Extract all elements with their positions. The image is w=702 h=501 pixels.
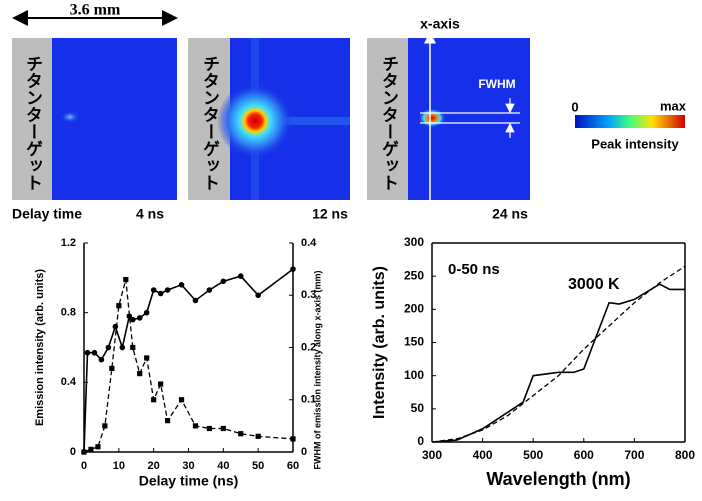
y-tick-label: 0 <box>70 446 76 458</box>
x-tick-label: 600 <box>574 448 594 462</box>
point <box>221 279 227 285</box>
point <box>109 366 114 371</box>
x-axis-title: Delay time (ns) <box>139 473 239 489</box>
point <box>165 418 170 423</box>
point <box>99 357 105 363</box>
x-tick-label: 300 <box>422 448 442 462</box>
fwhm-label: FWHM <box>478 77 515 91</box>
point <box>123 277 128 282</box>
target-label: チタンターゲット <box>22 55 43 191</box>
emission-spot <box>60 111 80 123</box>
series-line <box>432 266 685 442</box>
point <box>130 317 136 323</box>
y-axis-title: Emission intensity (arb. units) <box>34 269 46 426</box>
point <box>130 345 135 350</box>
x-tick-label: 400 <box>473 448 493 462</box>
y-axis-title: Intensity (arb. units) <box>371 266 388 419</box>
x-axis-label: x-axis <box>420 16 460 32</box>
point <box>221 426 226 431</box>
point <box>137 315 143 321</box>
x-tick-label: 10 <box>113 460 125 472</box>
y-tick-label: 50 <box>411 401 425 415</box>
delay-value: 24 ns <box>492 206 528 222</box>
colorbar <box>575 115 685 128</box>
x-tick-label: 40 <box>217 460 229 472</box>
x-tick-label: 800 <box>675 448 695 462</box>
delay-value: 12 ns <box>312 206 348 222</box>
y-tick-label: 0 <box>417 434 424 448</box>
target-label: チタンターゲット <box>378 55 399 191</box>
point <box>290 266 296 272</box>
point <box>106 345 112 351</box>
x-tick-label: 0 <box>81 460 87 472</box>
point <box>238 431 243 436</box>
point <box>193 298 199 304</box>
y-tick-label: 100 <box>404 368 424 382</box>
target-label: チタンターゲット <box>199 55 220 191</box>
series-line <box>84 269 293 452</box>
y-tick-label: 200 <box>404 302 424 316</box>
point <box>144 355 149 360</box>
point <box>85 350 91 356</box>
point <box>207 287 213 293</box>
point <box>255 292 261 298</box>
series-line <box>84 280 293 452</box>
point <box>88 447 93 452</box>
colorbar-min: 0 <box>571 99 578 114</box>
x-axis-title: Wavelength (nm) <box>486 469 630 489</box>
colorbar-max: max <box>660 98 687 113</box>
scale-label: 3.6 mm <box>70 2 121 19</box>
point <box>151 397 156 402</box>
y-tick-label: 250 <box>404 268 424 282</box>
point <box>179 282 185 288</box>
point <box>165 287 171 293</box>
point <box>137 371 142 376</box>
point <box>81 449 86 454</box>
y-tick-label: 300 <box>404 235 424 249</box>
y-tick-label: 0.8 <box>61 307 76 319</box>
emission-spot <box>217 83 293 159</box>
x-tick-label: 60 <box>287 460 299 472</box>
y-tick-label: 150 <box>404 335 424 349</box>
y2-tick-label: 0.4 <box>301 237 317 249</box>
point <box>151 287 157 293</box>
point <box>116 303 121 308</box>
x-tick-label: 50 <box>252 460 264 472</box>
delay-value: 4 ns <box>136 206 164 222</box>
point <box>102 423 107 428</box>
emission-spot <box>418 108 446 128</box>
y-tick-label: 0.4 <box>61 376 77 388</box>
y2-axis-title: FWHM of emission intensity along x-axis … <box>312 270 322 469</box>
point <box>144 310 150 316</box>
colorbar-label: Peak intensity <box>591 136 679 151</box>
y2-tick-label: 0 <box>301 446 307 458</box>
point <box>92 350 98 356</box>
point <box>256 434 261 439</box>
x-tick-label: 20 <box>148 460 160 472</box>
x-tick-label: 500 <box>523 448 543 462</box>
point <box>120 345 126 351</box>
annotation: 0-50 ns <box>448 261 500 278</box>
x-tick-label: 30 <box>182 460 194 472</box>
point <box>238 273 244 279</box>
annotation: 3000 K <box>568 276 620 293</box>
figure: 3.6 mm チタンターゲット Delay time 4 ns チタンターゲット… <box>0 0 702 501</box>
point <box>158 381 163 386</box>
point <box>95 444 100 449</box>
point <box>290 436 295 441</box>
x-tick-label: 700 <box>624 448 644 462</box>
point <box>193 423 198 428</box>
series-line <box>432 284 685 442</box>
delay-label: Delay time <box>12 206 82 222</box>
point <box>207 426 212 431</box>
point <box>179 397 184 402</box>
point <box>158 291 164 297</box>
y-tick-label: 1.2 <box>61 237 76 249</box>
